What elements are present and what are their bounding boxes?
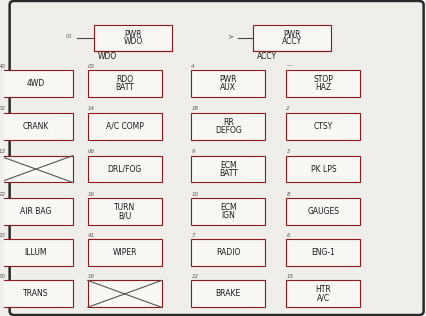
Text: 16: 16: [87, 192, 95, 197]
Text: 06: 06: [87, 149, 95, 154]
Text: 12: 12: [191, 274, 198, 279]
Bar: [87, 281, 161, 307]
Bar: [0, 155, 73, 182]
Text: 40: 40: [0, 64, 6, 69]
Text: IGN: IGN: [221, 211, 235, 220]
Bar: [0, 198, 73, 225]
Bar: [286, 281, 360, 307]
Bar: [191, 240, 265, 266]
Bar: [286, 155, 360, 182]
Text: 02: 02: [0, 106, 6, 112]
Text: AIR BAG: AIR BAG: [20, 207, 52, 216]
Text: B/U: B/U: [118, 211, 131, 220]
Text: BRAKE: BRAKE: [215, 289, 240, 298]
Bar: [0, 113, 73, 140]
Bar: [286, 240, 360, 266]
Text: ECM: ECM: [219, 203, 236, 212]
Text: A/C: A/C: [316, 294, 329, 302]
Bar: [191, 70, 265, 97]
Text: 14: 14: [87, 106, 95, 112]
Text: 18: 18: [191, 106, 198, 112]
Text: PWR: PWR: [219, 75, 236, 84]
Text: TURN: TURN: [114, 203, 135, 212]
Bar: [87, 70, 161, 97]
Text: RDO: RDO: [116, 75, 133, 84]
Text: ECM: ECM: [219, 161, 236, 169]
Bar: [0, 70, 73, 97]
Bar: [87, 113, 161, 140]
Text: AUX: AUX: [220, 83, 236, 92]
Bar: [252, 25, 330, 51]
Text: RADIO: RADIO: [216, 248, 240, 257]
Text: WDO: WDO: [98, 52, 117, 61]
Text: 4WD: 4WD: [27, 79, 45, 88]
Text: 13: 13: [0, 149, 6, 154]
Text: 2: 2: [286, 106, 289, 112]
Text: >: >: [227, 33, 233, 39]
Text: BATT: BATT: [218, 169, 237, 178]
Text: 22: 22: [0, 192, 6, 197]
Text: PWR: PWR: [282, 30, 300, 39]
Text: HAZ: HAZ: [314, 83, 331, 92]
Bar: [286, 198, 360, 225]
Bar: [286, 113, 360, 140]
Text: STOP: STOP: [313, 75, 333, 84]
Text: 5: 5: [286, 149, 289, 154]
Text: CRANK: CRANK: [23, 122, 49, 131]
Text: 19: 19: [87, 274, 95, 279]
Text: BATT: BATT: [115, 83, 134, 92]
Bar: [0, 240, 73, 266]
Text: CTSY: CTSY: [313, 122, 332, 131]
Text: 03: 03: [87, 64, 95, 69]
Text: —: —: [286, 64, 291, 69]
Bar: [87, 155, 161, 182]
Bar: [286, 70, 360, 97]
Text: 7: 7: [191, 233, 194, 238]
Text: 23: 23: [0, 233, 6, 238]
Bar: [87, 240, 161, 266]
Text: ACCY: ACCY: [256, 52, 276, 61]
Text: PWR: PWR: [124, 30, 141, 39]
Bar: [191, 198, 265, 225]
Text: TRANS: TRANS: [23, 289, 49, 298]
Text: DEFOG: DEFOG: [214, 126, 241, 135]
Text: A/C COMP: A/C COMP: [106, 122, 143, 131]
Text: 41: 41: [87, 233, 95, 238]
Text: ENG-1: ENG-1: [311, 248, 334, 257]
Text: WIPER: WIPER: [112, 248, 137, 257]
Bar: [191, 281, 265, 307]
Bar: [191, 155, 265, 182]
Text: HTR: HTR: [315, 285, 331, 294]
Bar: [94, 25, 172, 51]
Text: DRL/FOG: DRL/FOG: [107, 165, 141, 173]
Text: PK LPS: PK LPS: [310, 165, 335, 173]
Text: WDO: WDO: [123, 37, 142, 46]
Text: 8: 8: [286, 192, 289, 197]
Bar: [191, 113, 265, 140]
Text: 01: 01: [66, 34, 73, 39]
Bar: [0, 281, 73, 307]
Text: 15: 15: [286, 274, 293, 279]
Text: 9: 9: [191, 149, 194, 154]
Text: ACCY: ACCY: [281, 37, 301, 46]
Bar: [87, 198, 161, 225]
Text: 6: 6: [286, 233, 289, 238]
Text: ILLUM: ILLUM: [25, 248, 47, 257]
Text: 20: 20: [0, 274, 6, 279]
Text: 10: 10: [191, 192, 198, 197]
FancyBboxPatch shape: [10, 1, 423, 315]
Text: RR: RR: [222, 118, 233, 127]
Text: 4: 4: [191, 64, 194, 69]
Text: GAUGES: GAUGES: [307, 207, 339, 216]
